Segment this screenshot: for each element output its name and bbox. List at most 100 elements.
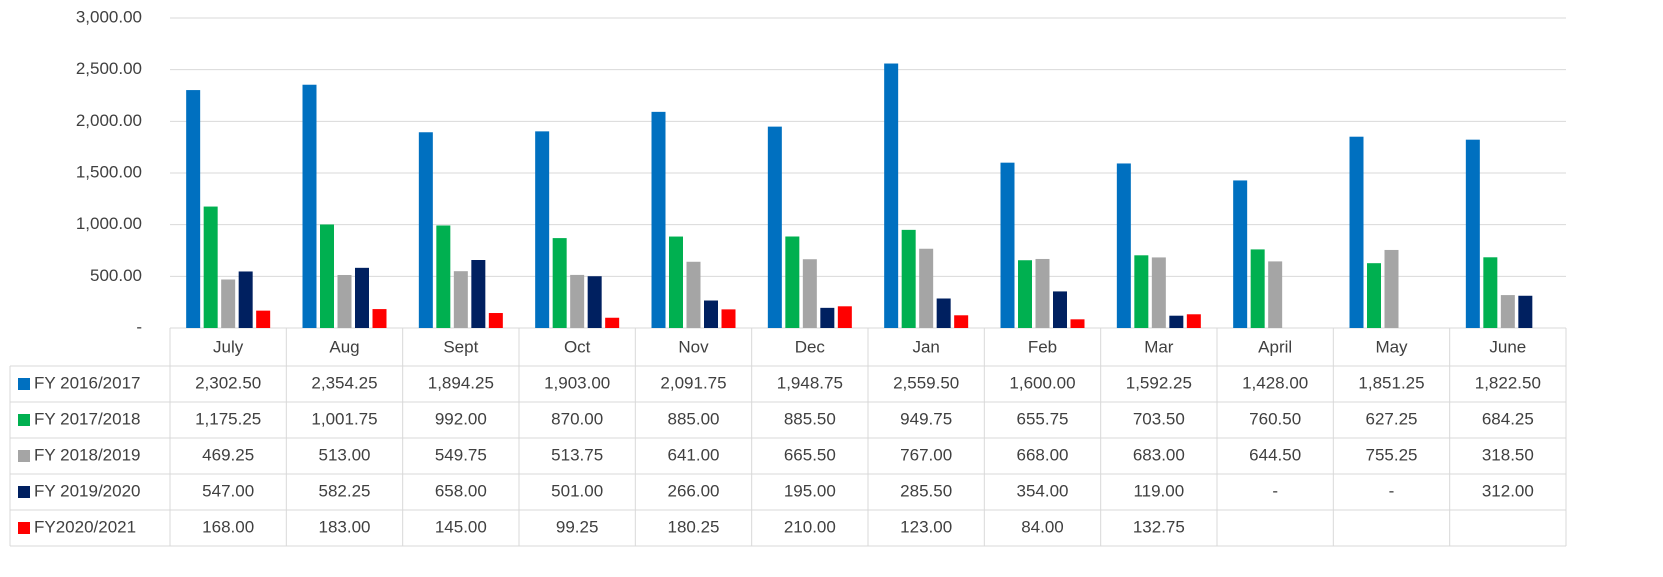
table-value: 1,592.25 [1126, 373, 1192, 392]
x-tick-label: April [1258, 337, 1292, 356]
table-value: 168.00 [202, 517, 254, 536]
table-value: 684.25 [1482, 409, 1534, 428]
x-tick-label: Feb [1028, 337, 1057, 356]
table-value: 1,175.25 [195, 409, 261, 428]
bar [704, 300, 718, 328]
table-value: 2,354.25 [311, 373, 377, 392]
table-value: 469.25 [202, 445, 254, 464]
x-tick-label: Mar [1144, 337, 1174, 356]
bar [884, 63, 899, 328]
bar [1018, 260, 1032, 328]
table-value: 1,428.00 [1242, 373, 1308, 392]
table-value: 1,001.75 [311, 409, 377, 428]
bar [471, 260, 486, 328]
table-value: - [1389, 481, 1395, 500]
table-value: 760.50 [1249, 409, 1301, 428]
table-value: 513.75 [551, 445, 603, 464]
table-value: 354.00 [1017, 481, 1069, 500]
table-value: 755.25 [1366, 445, 1418, 464]
y-tick-label: 1,000.00 [76, 214, 142, 233]
bar [203, 206, 218, 328]
bar [669, 236, 683, 328]
x-tick-label: Aug [329, 337, 359, 356]
bar [552, 238, 567, 328]
x-tick-label: Dec [795, 337, 826, 356]
bar [488, 313, 503, 328]
bar [320, 224, 334, 328]
table-value: 1,903.00 [544, 373, 610, 392]
table-value: 644.50 [1249, 445, 1301, 464]
x-tick-label: Nov [678, 337, 709, 356]
y-tick-label: 1,500.00 [76, 162, 142, 181]
bar [221, 279, 236, 328]
table-value: 655.75 [1017, 409, 1069, 428]
table-value: 312.00 [1482, 481, 1534, 500]
bar [355, 267, 369, 328]
table-value: 501.00 [551, 481, 603, 500]
x-tick-label: Oct [564, 337, 591, 356]
table-value: 641.00 [668, 445, 720, 464]
bar [1349, 136, 1364, 328]
table-value: 285.50 [900, 481, 952, 500]
table-value: 627.25 [1366, 409, 1418, 428]
bar [337, 274, 352, 328]
table-value: 549.75 [435, 445, 487, 464]
x-tick-label: Jan [912, 337, 939, 356]
x-tick-label: May [1375, 337, 1408, 356]
table-value: 266.00 [668, 481, 720, 500]
legend-swatch [18, 378, 30, 390]
bar [1500, 295, 1515, 328]
bar [570, 274, 585, 328]
y-tick-label: 500.00 [90, 266, 142, 285]
bar [1070, 319, 1085, 328]
table-value: 703.50 [1133, 409, 1185, 428]
table-value: 767.00 [900, 445, 952, 464]
table-value: - [1272, 481, 1278, 500]
bar [1116, 163, 1131, 328]
bar [721, 309, 736, 328]
bar [1518, 295, 1533, 328]
legend-swatch [18, 450, 30, 462]
table-value: 1,948.75 [777, 373, 843, 392]
bar [1465, 139, 1480, 328]
y-tick-label: 2,000.00 [76, 111, 142, 130]
bar [1169, 315, 1184, 328]
bar [587, 276, 602, 328]
bar [302, 84, 317, 328]
table-value: 582.25 [319, 481, 371, 500]
table-value: 658.00 [435, 481, 487, 500]
x-tick-label: July [213, 337, 244, 356]
bar [919, 248, 934, 328]
y-tick-label: - [136, 317, 142, 336]
bar [767, 126, 782, 328]
bar [1268, 261, 1283, 328]
legend-label: FY 2018/2019 [34, 445, 141, 464]
table-value: 145.00 [435, 517, 487, 536]
table-value: 668.00 [1017, 445, 1069, 464]
y-tick-label: 3,000.00 [76, 7, 142, 26]
bar [1483, 257, 1498, 328]
bar [605, 317, 620, 328]
table-value: 949.75 [900, 409, 952, 428]
bar [1053, 291, 1067, 328]
table-value: 683.00 [1133, 445, 1185, 464]
bar [651, 111, 666, 328]
table-value: 547.00 [202, 481, 254, 500]
bar [1035, 258, 1050, 328]
y-tick-label: 2,500.00 [76, 59, 142, 78]
bar [418, 132, 433, 328]
bar [436, 225, 451, 328]
table-value: 1,600.00 [1009, 373, 1075, 392]
legend-label: FY 2017/2018 [34, 409, 141, 428]
x-tick-label: Sept [443, 337, 478, 356]
table-value: 318.50 [1482, 445, 1534, 464]
table-value: 195.00 [784, 481, 836, 500]
legend-label: FY 2016/2017 [34, 373, 141, 392]
table-value: 119.00 [1133, 481, 1184, 500]
table-value: 1,851.25 [1358, 373, 1424, 392]
table-value: 183.00 [319, 517, 371, 536]
bar [238, 271, 253, 328]
table-value: 665.50 [784, 445, 836, 464]
legend-label: FY 2019/2020 [34, 481, 141, 500]
